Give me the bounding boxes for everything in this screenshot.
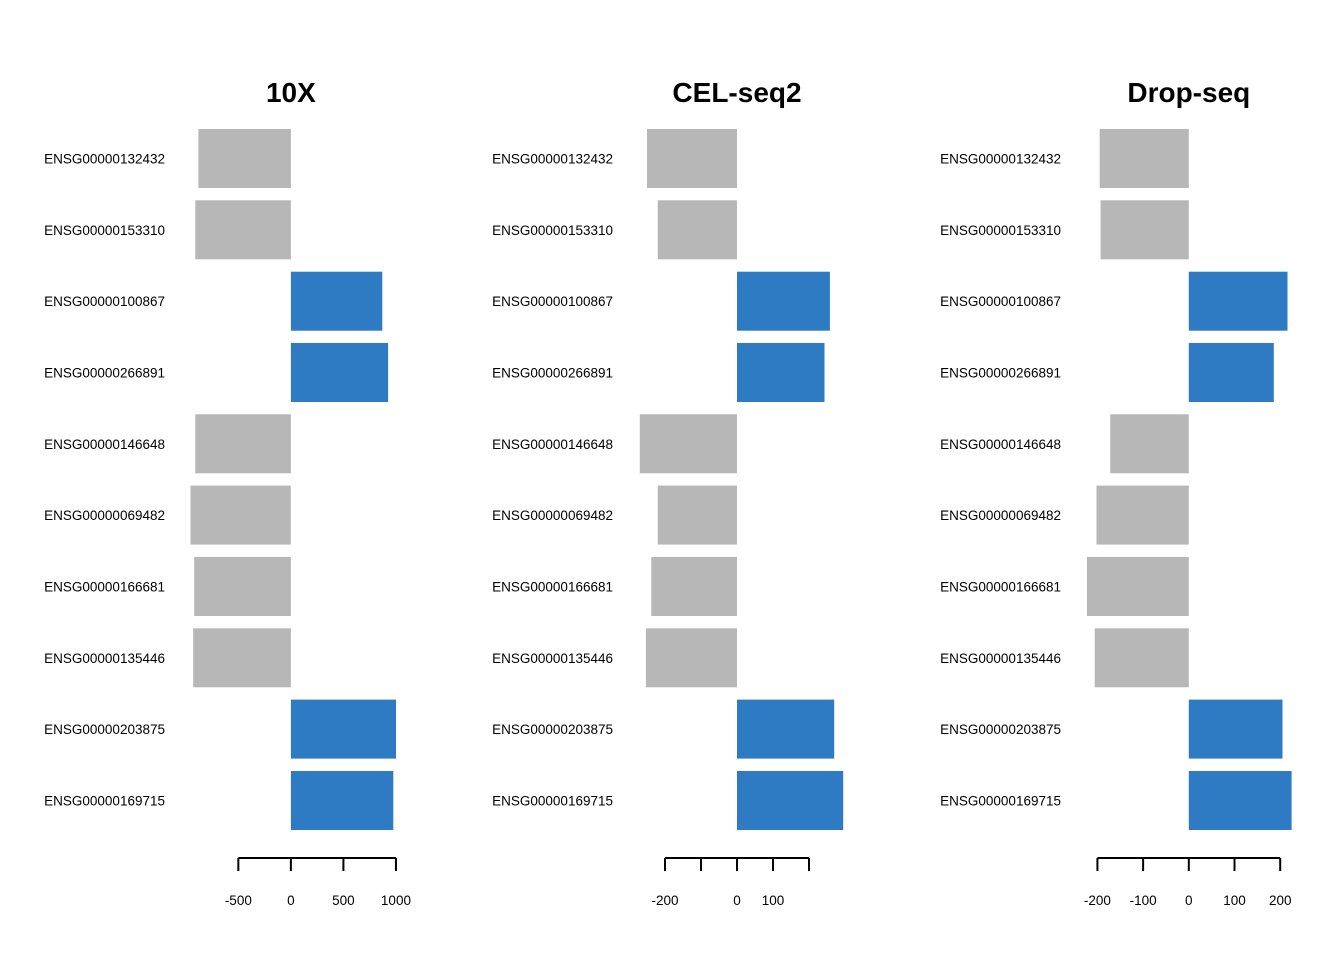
category-label: ENSG00000146648 [44, 437, 165, 452]
category-label: ENSG00000153310 [44, 223, 165, 238]
x-tick-label: -100 [1130, 893, 1157, 908]
category-label: ENSG00000069482 [940, 508, 1061, 523]
bar [290, 343, 389, 402]
x-tick-label: 0 [733, 893, 741, 908]
category-label: ENSG00000135446 [492, 651, 613, 666]
x-tick-label: 200 [1269, 893, 1292, 908]
x-tick-label: -500 [225, 893, 252, 908]
panel-title: Drop-seq [1127, 77, 1250, 108]
bar [1100, 200, 1189, 260]
category-label: ENSG00000100867 [940, 294, 1061, 309]
category-label: ENSG00000266891 [940, 366, 1061, 381]
category-label: ENSG00000153310 [940, 223, 1061, 238]
x-tick-label: -200 [651, 893, 678, 908]
category-label: ENSG00000169715 [492, 794, 613, 809]
panel-1: CEL-seq2 ENSG00000132432 ENSG00000153310 EN… [492, 77, 844, 908]
bar [647, 129, 737, 188]
bar [1094, 628, 1189, 688]
category-label: ENSG00000266891 [44, 366, 165, 381]
category-label: ENSG00000100867 [492, 294, 613, 309]
bar [1099, 129, 1189, 188]
x-tick-label: -200 [1084, 893, 1111, 908]
bar [737, 771, 844, 830]
category-label: ENSG00000146648 [492, 437, 613, 452]
bar [1188, 771, 1292, 830]
category-label: ENSG00000135446 [44, 651, 165, 666]
x-tick-label: 100 [1223, 893, 1246, 908]
bar [737, 343, 825, 402]
bar [195, 200, 291, 260]
panel-title: 10X [266, 77, 316, 108]
bar [1188, 699, 1283, 759]
category-label: ENSG00000203875 [492, 722, 613, 737]
bar [290, 699, 396, 759]
bar [198, 129, 291, 188]
bar [737, 699, 835, 759]
panel-2: Drop-seq ENSG00000132432 ENSG00000153310 EN… [940, 77, 1292, 908]
bar [190, 485, 291, 545]
category-label: ENSG00000135446 [940, 651, 1061, 666]
bar [195, 414, 291, 474]
panel-title: CEL-seq2 [672, 77, 801, 108]
category-label: ENSG00000100867 [44, 294, 165, 309]
category-label: ENSG00000132432 [940, 152, 1061, 167]
bar [657, 485, 737, 545]
panel-0: 10X ENSG00000132432 ENSG00000153310 ENSG000… [44, 77, 411, 908]
bar [651, 557, 737, 616]
bar [1110, 414, 1189, 474]
category-label: ENSG00000166681 [44, 580, 165, 595]
category-label: ENSG00000169715 [44, 794, 165, 809]
category-label: ENSG00000266891 [492, 366, 613, 381]
category-label: ENSG00000132432 [44, 152, 165, 167]
category-label: ENSG00000153310 [492, 223, 613, 238]
category-label: ENSG00000132432 [492, 152, 613, 167]
bar [1086, 557, 1189, 616]
x-tick-label: 0 [287, 893, 295, 908]
x-tick-label: 0 [1185, 893, 1193, 908]
category-label: ENSG00000203875 [940, 722, 1061, 737]
bar [1096, 485, 1189, 545]
category-label: ENSG00000069482 [492, 508, 613, 523]
bar [639, 414, 737, 474]
category-label: ENSG00000166681 [492, 580, 613, 595]
x-tick-label: 500 [332, 893, 355, 908]
bar [193, 628, 291, 688]
category-label: ENSG00000069482 [44, 508, 165, 523]
bar [1188, 343, 1274, 402]
x-tick-label: 1000 [381, 893, 411, 908]
category-label: ENSG00000146648 [940, 437, 1061, 452]
bar [1188, 271, 1288, 331]
bar [194, 557, 291, 616]
bar [645, 628, 737, 688]
category-label: ENSG00000166681 [940, 580, 1061, 595]
bar [657, 200, 737, 260]
bar [290, 771, 394, 830]
category-label: ENSG00000203875 [44, 722, 165, 737]
category-label: ENSG00000169715 [940, 794, 1061, 809]
x-tick-label: 100 [762, 893, 785, 908]
bar [290, 271, 383, 331]
bar [737, 271, 830, 331]
